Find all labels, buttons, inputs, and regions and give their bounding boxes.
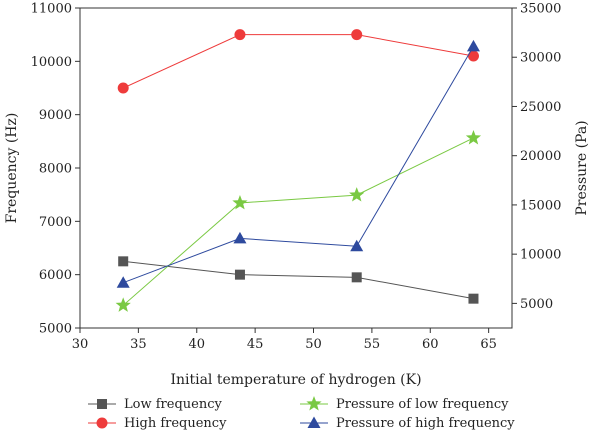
legend-label: Low frequency [124, 397, 222, 412]
left-axis-title: Frequency (Hz) [4, 113, 20, 224]
right-tick-label: 10000 [520, 248, 561, 263]
legend: Low frequency High frequency Pressure of l… [88, 396, 515, 431]
right-tick-label: 30000 [520, 51, 561, 66]
x-tick-label: 35 [130, 337, 147, 352]
left-tick-label: 10000 [31, 55, 72, 70]
left-axis-ticks: 5000 6000 7000 8000 9000 10000 11000 [31, 2, 80, 337]
plot-frame [79, 7, 513, 329]
series-line-low-frequency [123, 260, 474, 300]
right-axis-ticks: 5000 10000 15000 20000 25000 30000 35000 [512, 2, 561, 312]
series-line-high-frequency [122, 34, 474, 89]
x-tick-label: 55 [364, 337, 381, 352]
data-point-pressure-of-low-frequency [232, 194, 248, 210]
x-tick-label: 50 [305, 337, 322, 352]
right-tick-label: 15000 [520, 198, 561, 213]
right-tick-label: 35000 [520, 2, 561, 17]
series-layer [115, 29, 482, 312]
legend-label: Pressure of high frequency [336, 416, 515, 431]
right-tick-label: 25000 [520, 100, 561, 115]
data-point-pressure-of-low-frequency [349, 187, 365, 202]
data-point-pressure-of-low-frequency [465, 129, 482, 145]
legend-label: High frequency [124, 416, 227, 431]
data-point-pressure-of-high-frequency [116, 276, 130, 288]
legend-marker [307, 416, 321, 428]
legend-marker [97, 399, 107, 409]
data-point-high-frequency [467, 50, 479, 62]
x-tick-label: 65 [480, 337, 497, 352]
data-point-low-frequency [234, 269, 245, 280]
data-point-pressure-of-high-frequency [466, 39, 480, 52]
x-tick-label: 40 [188, 337, 205, 352]
data-point-low-frequency [468, 293, 479, 304]
left-tick-label: 5000 [39, 322, 72, 337]
legend-marker [96, 417, 108, 429]
x-tick-label: 60 [422, 337, 439, 352]
left-tick-label: 11000 [31, 2, 72, 17]
left-tick-label: 6000 [39, 268, 72, 283]
series-line-pressure-of-high-frequency [123, 46, 474, 284]
data-point-high-frequency [117, 82, 129, 94]
x-axis-title: Initial temperature of hydrogen (K) [170, 372, 421, 388]
x-axis-ticks: 30 35 40 45 50 55 60 65 [72, 328, 497, 352]
right-tick-label: 5000 [520, 297, 553, 312]
left-tick-label: 8000 [39, 162, 72, 177]
right-tick-label: 20000 [520, 149, 561, 164]
left-tick-label: 9000 [39, 108, 72, 123]
right-axis-title: Pressure (Pa) [574, 120, 590, 215]
data-point-high-frequency [351, 29, 363, 41]
series-line-pressure-of-low-frequency [122, 137, 474, 306]
data-point-pressure-of-high-frequency [350, 239, 364, 252]
data-point-pressure-of-low-frequency [115, 297, 131, 312]
legend-label: Pressure of low frequency [336, 397, 509, 412]
data-point-high-frequency [234, 29, 246, 41]
data-point-low-frequency [351, 272, 362, 283]
left-tick-label: 7000 [39, 215, 72, 230]
x-tick-label: 45 [247, 337, 264, 352]
legend-marker [306, 396, 322, 411]
data-point-low-frequency [118, 256, 129, 267]
data-point-pressure-of-high-frequency [233, 231, 247, 244]
x-tick-label: 30 [72, 337, 89, 352]
